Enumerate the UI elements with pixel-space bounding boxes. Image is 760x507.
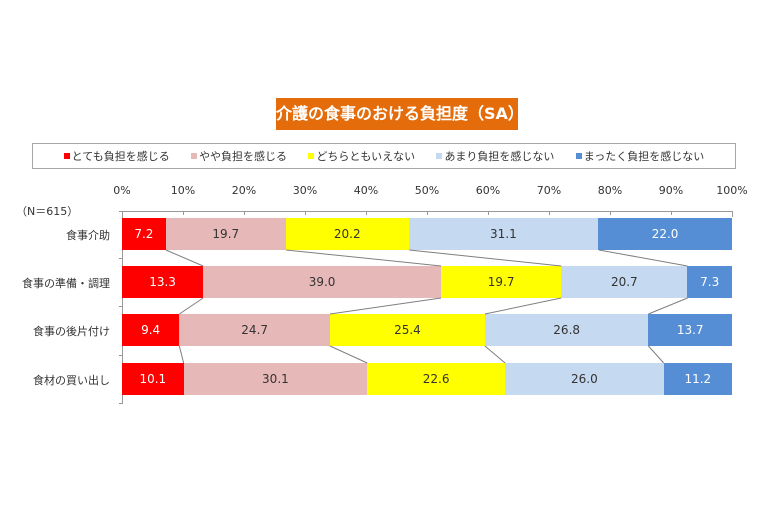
x-axis-line — [122, 211, 732, 212]
x-tick-label: 30% — [292, 184, 318, 197]
bar-segment: 30.1 — [183, 363, 368, 395]
legend-label: とても負担を感じる — [71, 150, 170, 163]
y-tick-mark — [119, 355, 123, 356]
bar-segment: 26.8 — [484, 314, 649, 346]
x-tick-label: 10% — [170, 184, 196, 197]
x-tick-label: 70% — [536, 184, 562, 197]
category-label: 食事の準備・調理 — [22, 277, 110, 290]
y-tick-mark — [119, 306, 123, 307]
x-tick-mark — [549, 211, 550, 215]
legend-label: やや負担を感じる — [199, 150, 288, 163]
category-label: 食事の後片付け — [33, 325, 110, 338]
chart-legend: とても負担を感じる やや負担を感じる どちらともいえない あまり負担を感じない まったく… — [32, 143, 736, 169]
x-tick-label: 100% — [716, 184, 748, 197]
stacked-bar: 9.4 24.7 25.4 26.8 13.7 — [122, 314, 732, 346]
x-tick-label: 20% — [231, 184, 257, 197]
bar-segment: 31.1 — [408, 218, 599, 250]
bar-segment: 19.7 — [165, 218, 286, 250]
x-tick-mark — [488, 211, 489, 215]
legend-swatch-icon — [308, 153, 315, 159]
x-tick-mark — [305, 211, 306, 215]
legend-swatch-icon — [63, 153, 70, 159]
bar-segment: 24.7 — [179, 314, 330, 346]
x-tick-label: 40% — [353, 184, 379, 197]
legend-item: まったく負担を感じない — [575, 148, 705, 164]
legend-label: まったく負担を感じない — [583, 150, 705, 163]
legend-item: やや負担を感じる — [191, 148, 287, 164]
bar-segment: 13.7 — [648, 314, 732, 346]
stacked-bar: 10.1 30.1 22.6 26.0 11.2 — [122, 363, 732, 395]
legend-swatch-icon — [436, 153, 443, 159]
y-tick-mark — [119, 211, 123, 212]
x-tick-label: 60% — [475, 184, 501, 197]
stacked-bar: 13.3 39.0 19.7 20.7 7.3 — [122, 266, 732, 298]
x-tick-label: 0% — [113, 184, 131, 197]
y-tick-mark — [119, 403, 123, 404]
sample-size-note: （N＝615） — [16, 205, 79, 218]
x-tick-mark — [366, 211, 367, 215]
x-tick-mark — [610, 211, 611, 215]
legend-swatch-icon — [575, 153, 582, 159]
x-tick-mark — [244, 211, 245, 215]
bar-segment: 7.3 — [687, 266, 732, 298]
legend-item: とても負担を感じる — [63, 148, 170, 164]
legend-item: どちらともいえない — [308, 148, 415, 164]
stacked-bar: 7.2 19.7 20.2 31.1 22.0 — [122, 218, 733, 250]
y-tick-mark — [119, 258, 123, 259]
x-tick-label: 80% — [597, 184, 623, 197]
x-tick-label: 50% — [414, 184, 440, 197]
bar-segment: 39.0 — [203, 266, 442, 298]
bar-segment: 19.7 — [441, 266, 562, 298]
bar-segment: 10.1 — [122, 363, 184, 395]
legend-label: あまり負担を感じない — [444, 150, 555, 163]
bar-segment: 13.3 — [122, 266, 204, 298]
legend-label: どちらともいえない — [316, 150, 416, 163]
bar-segment: 25.4 — [329, 314, 485, 346]
y-axis-line — [122, 211, 123, 404]
bar-segment: 26.0 — [505, 363, 664, 395]
bar-segment: 20.7 — [561, 266, 688, 298]
bar-segment: 22.6 — [367, 363, 506, 395]
legend-item: あまり負担を感じない — [436, 148, 554, 164]
x-axis-end-tick — [732, 211, 733, 217]
bar-segment: 9.4 — [122, 314, 180, 346]
x-tick-mark — [671, 211, 672, 215]
legend-swatch-icon — [191, 153, 198, 159]
x-tick-mark — [183, 211, 184, 215]
x-tick-mark — [427, 211, 428, 215]
bar-segment: 7.2 — [122, 218, 166, 250]
bar-segment: 20.2 — [285, 218, 409, 250]
bar-segment: 11.2 — [663, 363, 732, 395]
category-label: 食事介助 — [66, 229, 110, 242]
chart-title: 介護の食事のおける負担度（SA） — [276, 98, 524, 130]
bar-segment: 22.0 — [598, 218, 733, 250]
category-label: 食材の買い出し — [33, 374, 110, 387]
x-tick-label: 90% — [658, 184, 684, 197]
